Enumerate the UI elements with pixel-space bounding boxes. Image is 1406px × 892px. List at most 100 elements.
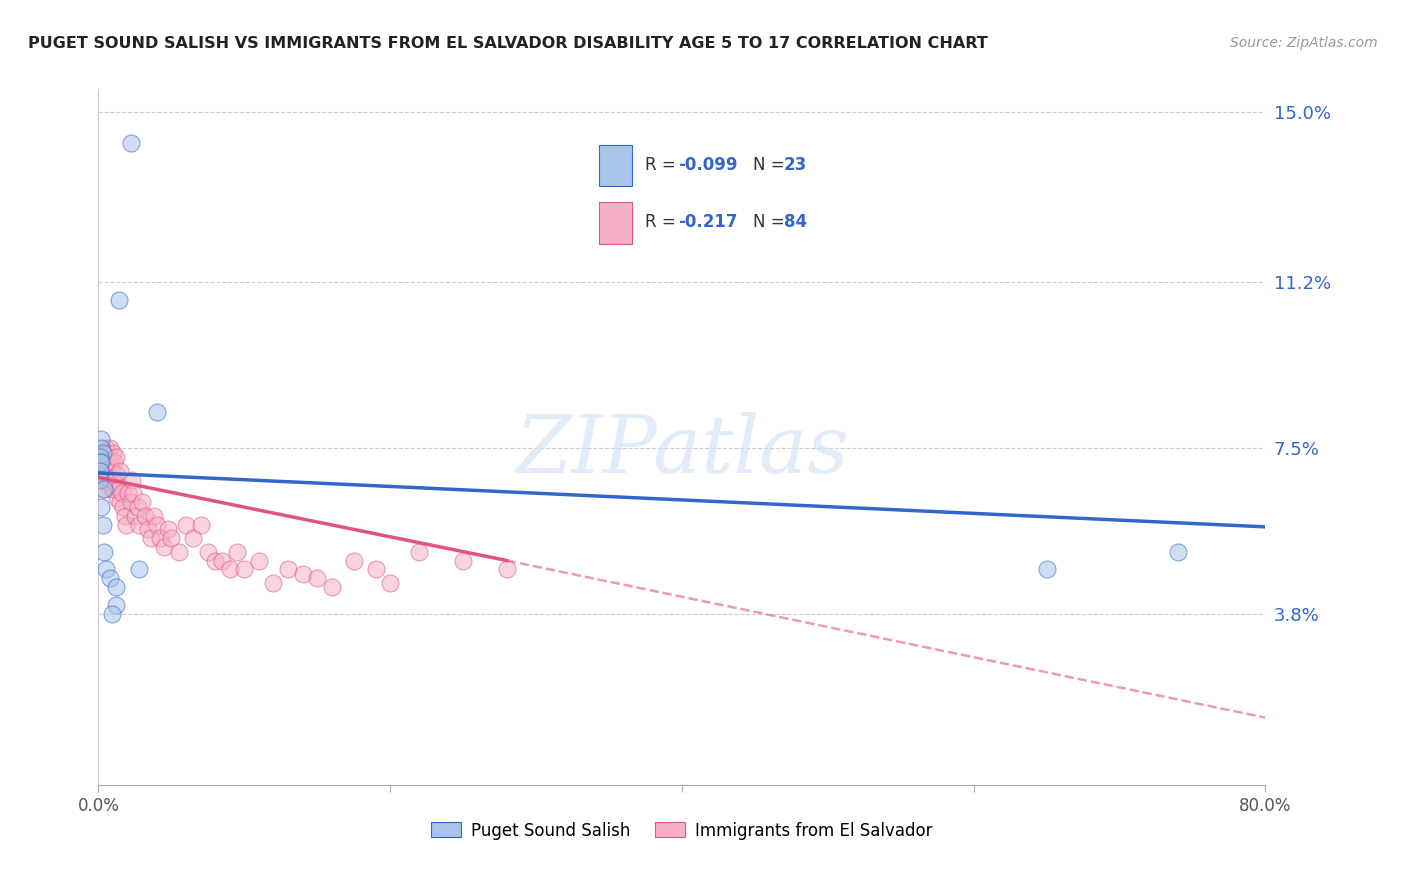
Point <box>110 464 132 478</box>
Point <box>1167 544 1189 558</box>
Point <box>89 459 111 474</box>
Point <box>89 464 111 478</box>
Point <box>114 508 136 523</box>
Point <box>115 517 138 532</box>
Point <box>112 500 135 514</box>
Point <box>108 293 131 308</box>
Text: PUGET SOUND SALISH VS IMMIGRANTS FROM EL SALVADOR DISABILITY AGE 5 TO 17 CORRELA: PUGET SOUND SALISH VS IMMIGRANTS FROM EL… <box>28 36 988 51</box>
Point <box>93 446 115 460</box>
Point <box>90 473 112 487</box>
Point <box>91 464 114 478</box>
Point <box>91 446 114 460</box>
Point <box>90 468 112 483</box>
Point <box>98 455 121 469</box>
Point <box>97 473 120 487</box>
Point <box>104 581 127 595</box>
Text: ZIPatlas: ZIPatlas <box>515 412 849 490</box>
Point <box>91 473 114 487</box>
Point <box>91 517 114 532</box>
Point <box>94 473 117 487</box>
Point <box>343 553 366 567</box>
Point <box>94 455 117 469</box>
Point <box>104 477 127 491</box>
Point <box>89 455 111 469</box>
Point <box>101 473 124 487</box>
Point <box>131 495 153 509</box>
Point <box>157 522 180 536</box>
Point <box>98 442 121 456</box>
Point <box>380 576 402 591</box>
Point <box>101 446 124 460</box>
Point <box>97 450 120 465</box>
Point <box>134 508 156 523</box>
Point <box>93 473 115 487</box>
Point <box>233 562 256 576</box>
Point <box>103 455 125 469</box>
Point <box>98 572 121 586</box>
Point <box>120 136 142 150</box>
Point <box>94 442 117 456</box>
Point <box>90 455 112 469</box>
Point <box>93 544 115 558</box>
Point <box>160 531 183 545</box>
Point <box>96 464 118 478</box>
Point <box>100 464 122 478</box>
Point <box>103 482 125 496</box>
Point <box>122 486 145 500</box>
Point <box>247 553 270 567</box>
Point <box>104 450 127 465</box>
Point <box>211 553 233 567</box>
Point <box>90 455 112 469</box>
Point <box>100 607 122 622</box>
Point <box>90 500 112 514</box>
Point <box>204 553 226 567</box>
Point <box>149 531 172 545</box>
Point <box>89 464 111 478</box>
Point <box>111 486 134 500</box>
Point <box>146 517 169 532</box>
Point <box>108 482 131 496</box>
Point <box>104 599 127 613</box>
Point <box>90 455 112 469</box>
Point <box>94 562 117 576</box>
Point <box>139 531 162 545</box>
Point <box>262 576 284 591</box>
Point <box>110 495 132 509</box>
Point <box>89 450 111 465</box>
Point <box>190 517 212 532</box>
Point <box>105 491 128 505</box>
Point <box>105 468 128 483</box>
Point <box>90 450 112 465</box>
Point <box>291 566 314 581</box>
Point <box>218 562 240 576</box>
Point <box>408 544 430 558</box>
Point <box>100 482 122 496</box>
Point <box>93 464 115 478</box>
Point <box>91 482 114 496</box>
Point <box>90 464 112 478</box>
Point <box>1035 562 1057 576</box>
Point <box>96 446 118 460</box>
Point <box>128 517 150 532</box>
Point <box>93 482 115 496</box>
Point <box>153 540 176 554</box>
Point <box>181 531 204 545</box>
Point <box>307 572 329 586</box>
Point <box>90 442 112 456</box>
Point <box>277 562 299 576</box>
Point <box>136 522 159 536</box>
Legend: Puget Sound Salish, Immigrants from El Salvador: Puget Sound Salish, Immigrants from El S… <box>425 815 939 847</box>
Point <box>98 473 121 487</box>
Point <box>364 562 387 576</box>
Point <box>89 450 111 465</box>
Point <box>89 455 111 469</box>
Point <box>174 517 197 532</box>
Point <box>146 405 169 419</box>
Point <box>124 508 146 523</box>
Point <box>226 544 249 558</box>
Point <box>142 508 165 523</box>
Point <box>90 433 112 447</box>
Point <box>91 455 114 469</box>
Point <box>197 544 219 558</box>
Point <box>128 562 150 576</box>
